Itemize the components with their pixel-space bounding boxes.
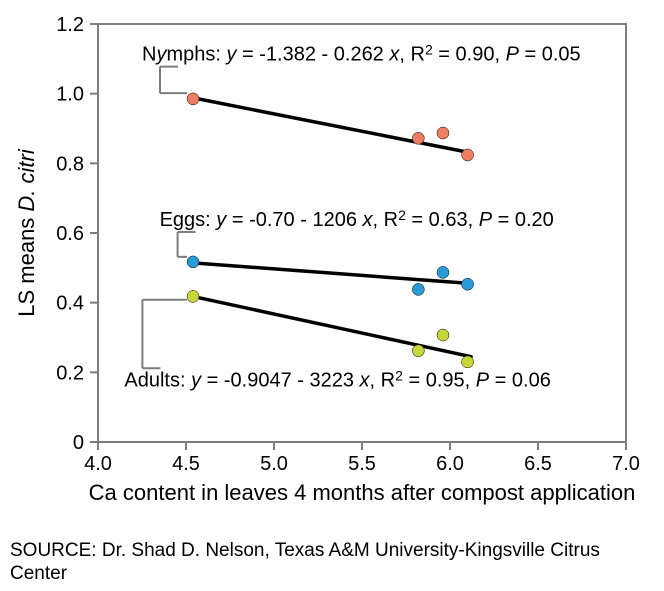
svg-text:4.0: 4.0: [84, 453, 112, 475]
svg-text:6.5: 6.5: [524, 453, 552, 475]
svg-text:Nymphs: y = -1.382 - 0.262 x,: Nymphs: y = -1.382 - 0.262 x, R2 = 0.90,…: [142, 42, 581, 66]
svg-text:0: 0: [73, 432, 84, 454]
svg-text:7.0: 7.0: [612, 453, 640, 475]
svg-text:0.6: 0.6: [56, 223, 84, 245]
svg-text:Eggs: y = -0.70 - 1206 x, R2 =: Eggs: y = -0.70 - 1206 x, R2 = 0.63, P =…: [160, 207, 554, 231]
svg-text:0.2: 0.2: [56, 362, 84, 384]
svg-text:6.0: 6.0: [436, 453, 464, 475]
source-credit: SOURCE: Dr. Shad D. Nelson, Texas A&M Un…: [10, 540, 650, 586]
svg-text:5.5: 5.5: [348, 453, 376, 475]
svg-text:0.4: 0.4: [56, 293, 84, 315]
svg-text:Ca content in leaves 4 months: Ca content in leaves 4 months after comp…: [89, 480, 636, 505]
svg-text:5.0: 5.0: [260, 453, 288, 475]
svg-text:0.8: 0.8: [56, 153, 84, 175]
svg-text:LS means D. citri: LS means D. citri: [14, 148, 39, 317]
svg-text:4.5: 4.5: [172, 453, 200, 475]
svg-text:1.2: 1.2: [56, 14, 84, 36]
svg-text:1.0: 1.0: [56, 84, 84, 106]
scatter-chart: 4.0 4.5 5.0 5.5 6.0 6.5 7.0 0 0.2 0.4 0.6 0.8 1.0 1.2…: [10, 10, 654, 530]
svg-text:Adults: y = -0.9047 - 3223 x,: Adults: y = -0.9047 - 3223 x, R2 = 0.95,…: [124, 367, 550, 391]
